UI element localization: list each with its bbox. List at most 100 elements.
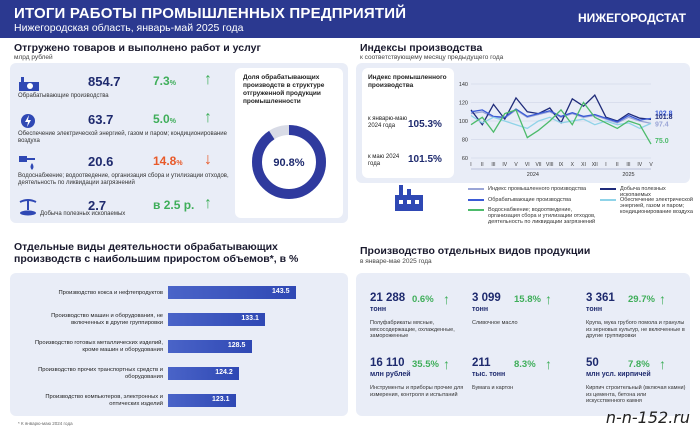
indices-subtitle: к соответствующему месяцу предыдущего го… bbox=[360, 54, 504, 61]
index-label: к маю 2024 года bbox=[368, 154, 400, 167]
index-label: к январю-маю 2024 года bbox=[368, 116, 408, 129]
x-tick-label: III bbox=[491, 162, 495, 168]
x-tick-label: IV bbox=[502, 162, 507, 168]
x-tick-label: I bbox=[605, 162, 606, 168]
arrow-up-icon: ↑ bbox=[443, 291, 450, 307]
legend-swatch bbox=[468, 209, 484, 211]
arrow-up-icon: ↑ bbox=[545, 291, 552, 307]
x-tick-label: X bbox=[571, 162, 575, 168]
shipment-row: 854.7 7.3% ↑ Обрабатывающие производства bbox=[18, 71, 233, 112]
shipment-desc: Обеспечение электрической энергией, газо… bbox=[18, 131, 227, 144]
y-tick-label: 100 bbox=[459, 119, 468, 125]
x-tick-label: VIII bbox=[546, 162, 554, 168]
bar-row: Производство кокса и нефтепродуктов 143.5 bbox=[18, 280, 318, 306]
factory-icon bbox=[395, 185, 423, 211]
x-tick-label: IX bbox=[559, 162, 564, 168]
product-desc: Полуфабрикаты мясные, мясосодержащие, ох… bbox=[370, 320, 455, 339]
product-item: 16 110 млн рублей 35.5% ↑ Инструменты и приб… bbox=[370, 356, 475, 412]
power-icon bbox=[21, 114, 35, 128]
shipment-desc: Обрабатывающие производства bbox=[18, 93, 109, 99]
bar-value: 128.5 bbox=[227, 342, 246, 349]
arrow-up-icon: ↑ bbox=[443, 356, 450, 372]
y-tick-label: 80 bbox=[462, 138, 468, 144]
shipment-value: 854.7 bbox=[88, 74, 121, 89]
product-pct: 35.5% bbox=[412, 359, 439, 370]
product-desc: Крупа, мука грубого помола и гранулы из … bbox=[586, 320, 685, 339]
bars-title: Отдельные виды деятельности обрабатывающ… bbox=[14, 241, 299, 265]
donut-arc bbox=[252, 125, 326, 199]
x-tick-label: I bbox=[470, 162, 471, 168]
series-line bbox=[470, 101, 652, 145]
donut-value: 90.8% bbox=[273, 157, 304, 169]
indices-title: Индексы производства bbox=[360, 42, 483, 54]
donut-label: Доля обрабатывающих производств в структ… bbox=[243, 74, 325, 105]
bar bbox=[168, 394, 236, 407]
product-value: 3 361 bbox=[586, 292, 615, 304]
bar-label: Производство компьютеров, электронных и … bbox=[45, 394, 163, 407]
bar bbox=[168, 286, 296, 299]
product-unit: млн усл. кирпичей bbox=[586, 371, 651, 378]
x-tick-label: II bbox=[481, 162, 484, 168]
product-unit: тонн bbox=[370, 306, 387, 313]
x-tick-label: II bbox=[616, 162, 619, 168]
product-unit: тыс. тонн bbox=[472, 371, 506, 378]
x-tick-label: XI bbox=[581, 162, 586, 168]
x-tick-label: III bbox=[626, 162, 630, 168]
shipment-desc: Добыча полезных ископаемых bbox=[40, 211, 126, 217]
product-pct: 8.3% bbox=[514, 359, 536, 370]
x-tick-label: VII bbox=[535, 162, 541, 168]
bar-value: 143.5 bbox=[272, 288, 290, 295]
bar-row: Производство компьютеров, электронных и … bbox=[18, 388, 318, 414]
product-unit: тонн bbox=[472, 306, 489, 313]
product-item: 3 099 тонн 15.8% ↑ Сливочное масло bbox=[472, 291, 577, 347]
legend-swatch bbox=[468, 199, 484, 201]
x-tick-label: IV bbox=[637, 162, 642, 168]
shipment-pct: 7.3% bbox=[153, 74, 176, 88]
water-icon bbox=[19, 156, 35, 170]
bar-value: 133.1 bbox=[241, 315, 259, 322]
product-value: 16 110 bbox=[370, 357, 405, 369]
shipment-pct: 14.8% bbox=[153, 154, 183, 168]
bar-value: 123.1 bbox=[211, 396, 230, 403]
header-bar: ИТОГИ РАБОТЫ ПРОМЫШЛЕННЫХ ПРЕДПРИЯТИЙ Ни… bbox=[0, 0, 700, 38]
donut-chart: 90.8% bbox=[252, 125, 326, 199]
bar-row: Производство готовых металлических издел… bbox=[18, 334, 318, 360]
x-tick-label: XII bbox=[592, 162, 598, 168]
product-desc: Сливочное масло bbox=[472, 320, 518, 326]
bar bbox=[168, 340, 252, 353]
shipment-value: 63.7 bbox=[88, 112, 114, 127]
bar-label: Производство кокса и нефтепродуктов bbox=[58, 289, 163, 296]
product-unit: млн рублей bbox=[370, 371, 411, 378]
shipments-title: Отгружено товаров и выполнено работ и ус… bbox=[14, 42, 261, 54]
product-value: 3 099 bbox=[472, 292, 501, 304]
end-value-label: 75.0 bbox=[655, 138, 669, 145]
legend-swatch bbox=[600, 188, 616, 190]
bar-value: 124.2 bbox=[215, 369, 233, 376]
mining-icon bbox=[19, 199, 37, 216]
series-line bbox=[470, 109, 652, 125]
arrow-up-icon: ↑ bbox=[659, 356, 666, 372]
index-value: 101.5% bbox=[408, 154, 442, 165]
product-item: 3 361 тонн 29.7% ↑ Крупа, мука грубого помол… bbox=[586, 291, 691, 347]
brand-logo: НИЖЕГОРОДСТАТ bbox=[577, 11, 686, 25]
product-pct: 0.6% bbox=[412, 294, 434, 305]
product-pct: 29.7% bbox=[628, 294, 655, 305]
product-desc: Инструменты и приборы прочие для измерен… bbox=[370, 385, 464, 398]
x-group-label: 2024 bbox=[527, 172, 539, 178]
x-group-label: 2025 bbox=[622, 172, 634, 178]
arrow-up-icon: ↑ bbox=[204, 109, 212, 126]
bar bbox=[168, 367, 240, 380]
product-desc: Бумага и картон bbox=[472, 385, 514, 391]
shipment-pct: 5.0% bbox=[153, 112, 176, 126]
footnote: * К январю-маю 2024 года bbox=[18, 421, 73, 426]
arrow-down-icon: ↓ bbox=[204, 151, 212, 168]
bar-row: Производство прочих транспортных средств… bbox=[18, 361, 318, 387]
x-tick-label: VI bbox=[525, 162, 530, 168]
shipment-pct: в 2.5 р. bbox=[153, 198, 195, 212]
shipment-row: 20.6 14.8% ↓ Водоснабжение; водоотведени… bbox=[18, 151, 233, 192]
y-tick-label: 120 bbox=[459, 101, 468, 107]
y-tick-label: 140 bbox=[459, 82, 468, 88]
product-item: 211 тыс. тонн 8.3% ↑ Бумага и картон bbox=[472, 356, 577, 412]
bar-label: Производство машин и оборудования, не вк… bbox=[51, 313, 163, 326]
page-title: ИТОГИ РАБОТЫ ПРОМЫШЛЕННЫХ ПРЕДПРИЯТИЙ bbox=[14, 5, 407, 22]
